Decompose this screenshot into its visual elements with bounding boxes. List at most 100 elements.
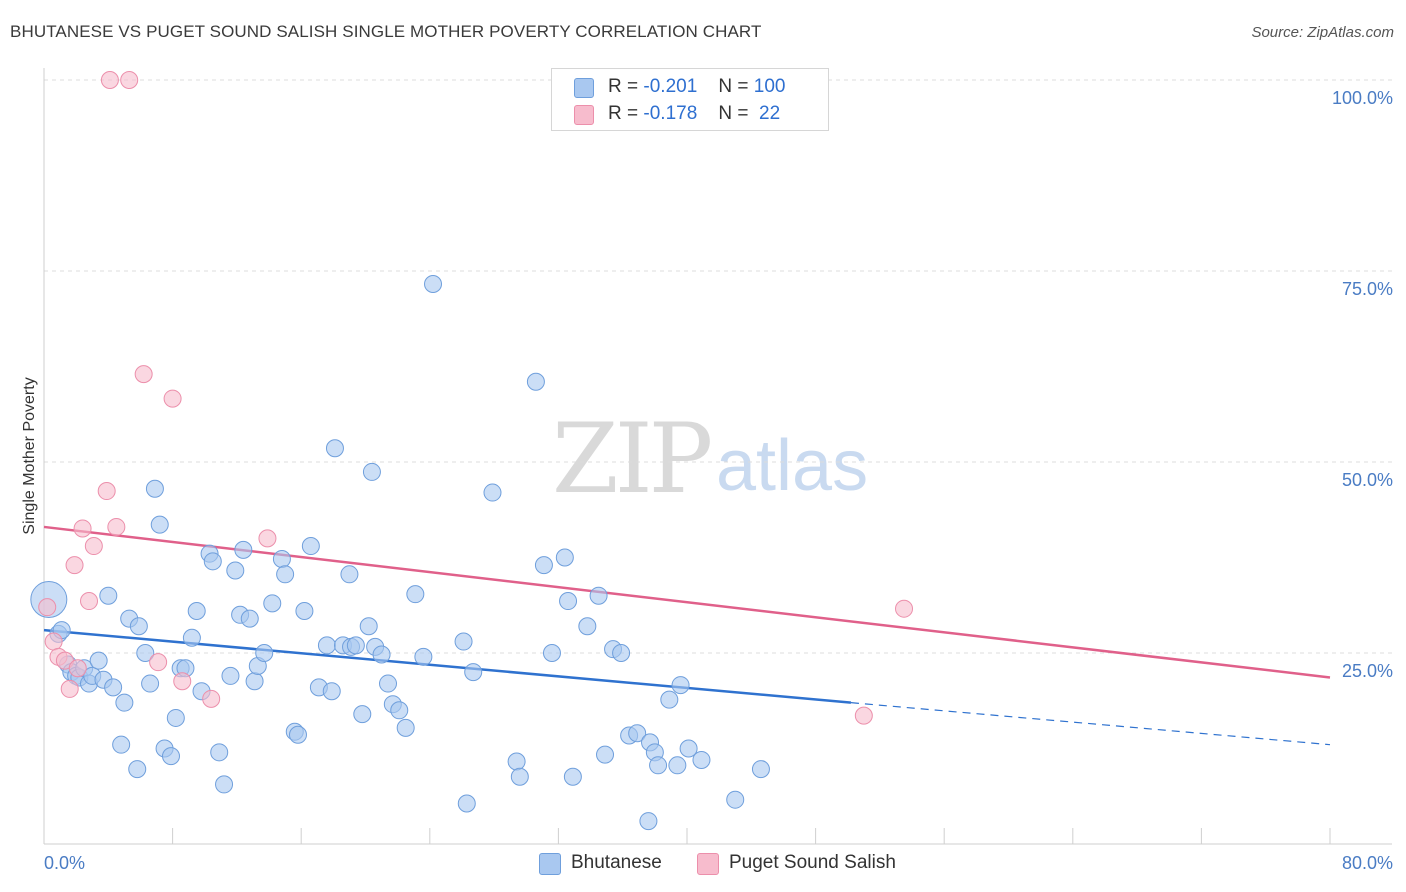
- puget-sound-salish-point: [120, 71, 139, 89]
- puget-sound-salish-point: [73, 519, 92, 538]
- bhutanese-point: [578, 617, 597, 636]
- legend: R = -0.201 N = 100 R = -0.178 N = 22: [551, 68, 829, 131]
- bhutanese-point: [234, 540, 253, 559]
- bhutanese-point: [255, 644, 274, 662]
- bhutanese-point: [679, 739, 698, 758]
- bhutanese-point: [379, 674, 398, 693]
- bhutanese-point: [226, 561, 245, 580]
- bhutanese-point: [649, 756, 668, 775]
- bhutanese-point: [276, 565, 295, 584]
- bhutanese-point: [215, 775, 234, 794]
- bhutanese-point: [596, 745, 615, 764]
- bhutanese-point: [612, 644, 631, 662]
- y-tick-label: 50.0%: [1342, 470, 1393, 490]
- bhutanese-point: [628, 724, 647, 743]
- bhutanese-point: [129, 617, 148, 636]
- puget-sound-salish-point: [44, 632, 63, 651]
- puget-sound-salish-point: [60, 679, 79, 698]
- r-value: -0.201: [643, 76, 698, 97]
- bhutanese-point: [210, 743, 229, 762]
- bhutanese-point: [464, 663, 483, 682]
- y-tick-labels: 25.0% 50.0% 75.0% 100.0%: [1332, 88, 1393, 681]
- bhutanese-point: [639, 812, 658, 831]
- bhutanese-point: [317, 636, 336, 655]
- bhutanese-point: [542, 644, 561, 662]
- bhutanese-point: [346, 636, 365, 655]
- bhutanese-point: [424, 274, 443, 293]
- puget-sound-salish-point: [80, 592, 99, 611]
- bhutanese-point: [301, 537, 320, 556]
- puget-sound-salish-point: [258, 529, 277, 548]
- bhutanese-point: [660, 690, 679, 709]
- y-axis-label: Single Mother Poverty: [21, 377, 38, 534]
- puget-sound-salish-point: [895, 599, 914, 618]
- n-value: 22: [753, 103, 781, 124]
- bhutanese-point: [671, 676, 690, 695]
- legend-stats-bhutanese: R = -0.201 N = 100: [608, 76, 785, 98]
- bhutanese-point: [359, 617, 378, 636]
- bhutanese-point: [692, 750, 711, 769]
- bhutanese-point: [555, 548, 574, 567]
- data-points: [30, 71, 914, 831]
- y-tick-label: 100.0%: [1332, 88, 1393, 108]
- bhutanese-point: [563, 767, 582, 786]
- puget-sound-salish-trend-line: [43, 525, 1331, 679]
- bhutanese-point: [99, 586, 118, 605]
- watermark-atlas: atlas: [716, 426, 868, 506]
- bottom-legend-label-bhutanese: Bhutanese: [571, 852, 662, 873]
- n-label: N =: [718, 103, 749, 124]
- bhutanese-point: [136, 644, 155, 662]
- bhutanese-point: [390, 701, 409, 720]
- bhutanese-point: [322, 682, 341, 701]
- bhutanese-point: [288, 725, 307, 744]
- bhutanese-point: [272, 550, 291, 569]
- puget-sound-salish-point: [134, 365, 153, 384]
- r-label: R =: [608, 103, 639, 124]
- puget-sound-salish-point: [173, 672, 192, 691]
- bhutanese-point: [263, 594, 282, 613]
- bhutanese-point: [141, 674, 160, 693]
- bhutanese-point: [726, 790, 745, 809]
- r-label: R =: [608, 76, 639, 97]
- puget-sound-salish-point: [38, 598, 57, 617]
- bhutanese-point: [362, 462, 381, 481]
- x-tick-labels: 0.0% 80.0%: [44, 853, 1393, 873]
- bhutanese-point: [372, 645, 391, 664]
- bhutanese-point: [182, 628, 201, 647]
- grid-lines: [44, 79, 1392, 654]
- bhutanese-point: [559, 592, 578, 611]
- bhutanese-point: [510, 767, 529, 786]
- puget-sound-salish-point: [65, 556, 84, 575]
- bottom-legend-label-puget-sound-salish: Puget Sound Salish: [729, 852, 896, 873]
- bhutanese-point: [145, 479, 164, 498]
- y-tick-label: 75.0%: [1342, 279, 1393, 299]
- watermark-zip: ZIP: [552, 403, 711, 515]
- bhutanese-point: [457, 794, 476, 813]
- puget-sound-salish-point: [100, 71, 119, 89]
- bhutanese-point: [483, 483, 502, 502]
- puget-sound-salish-point: [107, 517, 126, 536]
- y-tick-label: 25.0%: [1342, 661, 1393, 681]
- puget-sound-salish-point: [854, 706, 873, 725]
- watermark: ZIP atlas: [552, 403, 868, 515]
- source-label: Source: ZipAtlas.com: [1251, 24, 1394, 41]
- puget-sound-salish-point: [163, 389, 182, 408]
- bhutanese-point: [406, 585, 425, 604]
- bhutanese-point: [414, 647, 433, 666]
- chart-title: BHUTANESE VS PUGET SOUND SALISH SINGLE M…: [10, 22, 762, 41]
- bhutanese-point: [150, 515, 169, 534]
- puget-sound-salish-point: [97, 482, 116, 501]
- bhutanese-point: [668, 756, 687, 775]
- bhutanese-trend-line: [43, 628, 852, 704]
- bhutanese-point: [325, 439, 344, 458]
- axes: [43, 68, 1392, 845]
- n-label: N =: [718, 76, 749, 97]
- bhutanese-point: [104, 678, 123, 697]
- bhutanese-point: [161, 747, 180, 766]
- bhutanese-point: [751, 760, 770, 779]
- bhutanese-point: [295, 601, 314, 620]
- bhutanese-point: [534, 556, 553, 575]
- bhutanese-point: [353, 705, 372, 724]
- bhutanese-point: [396, 718, 415, 737]
